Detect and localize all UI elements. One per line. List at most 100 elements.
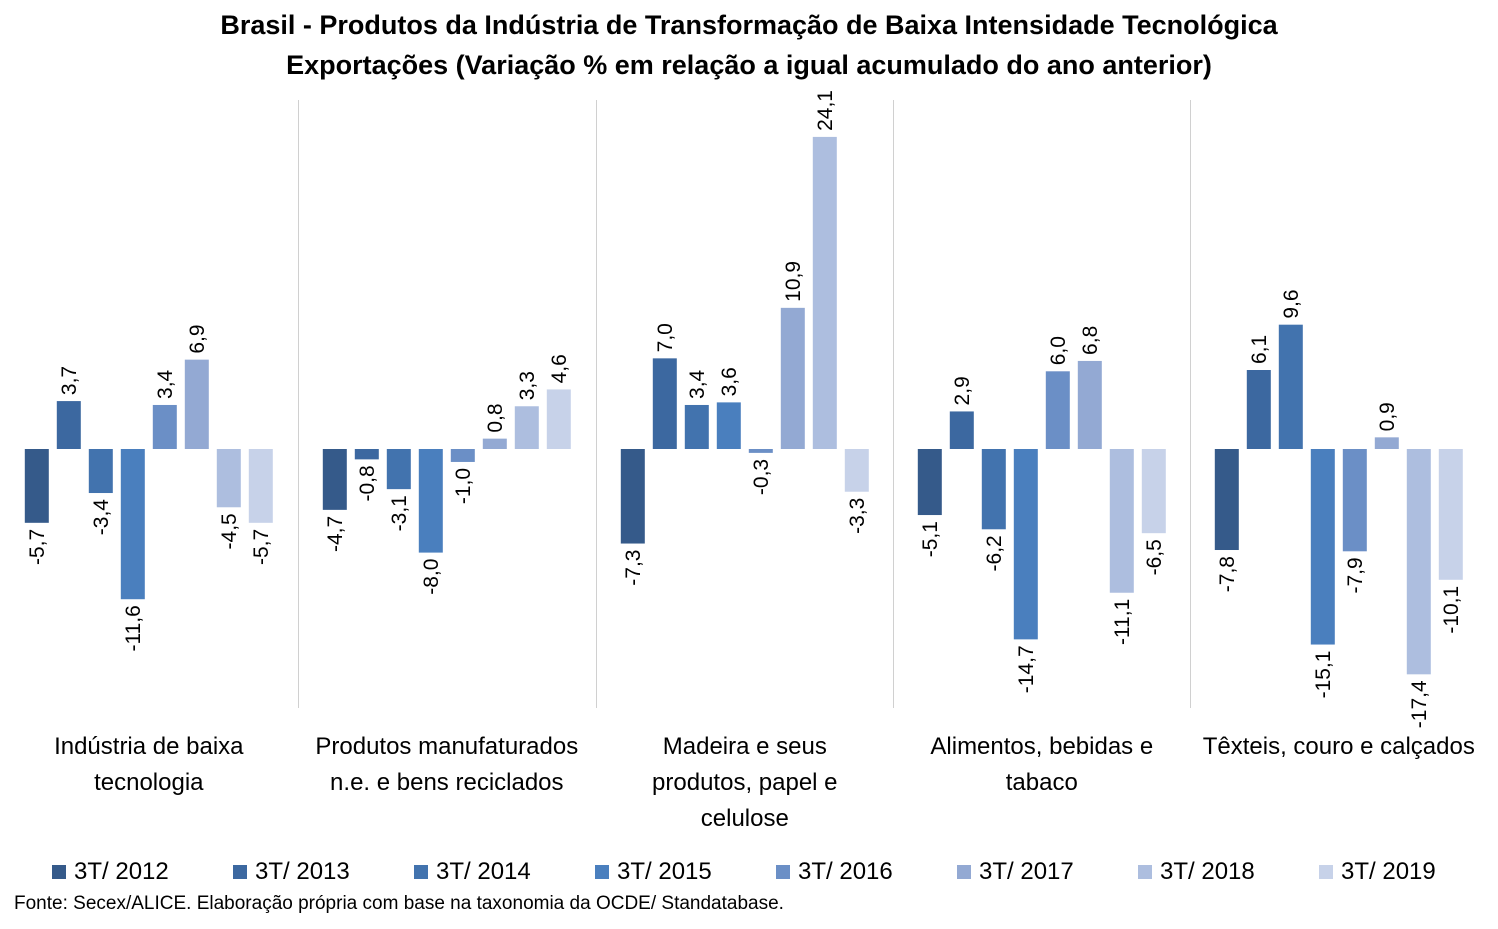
bar [354,449,379,460]
data-label: 10,9 [782,261,805,302]
data-label: -0,8 [356,465,379,501]
data-label: 4,6 [548,354,571,383]
bar [684,404,709,449]
data-label: -10,1 [1440,586,1463,634]
data-label: 3,6 [718,367,741,396]
data-label: -3,3 [846,498,869,534]
legend-swatch [414,865,428,879]
bar [1214,449,1239,551]
data-label: -5,1 [919,521,942,557]
bar [917,449,942,516]
bar [1141,449,1166,534]
data-label: 0,8 [484,403,507,432]
legend-item: 3T/ 2018 [1138,855,1255,889]
legend-label: 3T/ 2012 [74,858,169,885]
data-label: 2,9 [951,376,974,405]
data-label: 3,4 [154,369,177,399]
legend-label: 3T/ 2015 [617,858,712,885]
data-label: -1,0 [452,468,475,504]
data-label: -4,7 [324,516,347,552]
data-label: -7,3 [622,550,645,586]
legend-item: 3T/ 2013 [233,855,350,889]
bar [120,449,145,600]
data-label: 9,6 [1280,289,1303,318]
bar [780,307,805,449]
category-label: Madeira e seus [663,733,827,760]
bar [482,438,507,449]
data-label: -7,8 [1216,556,1239,592]
chart-legend: 3T/ 2012 3T/ 2013 3T/ 2014 3T/ 2015 3T/ 2016… [0,855,1498,889]
bar [386,449,411,490]
chart-title: Brasil - Produtos da Indústria de Transf… [220,10,1278,40]
source-note: Fonte: Secex/ALICE. Elaboração própria c… [14,893,784,914]
legend-item: 3T/ 2016 [776,855,893,889]
data-label: -0,3 [750,459,773,495]
category-label: Têxteis, couro e calçados [1203,733,1475,760]
legend-label: 3T/ 2019 [1341,858,1436,885]
bar [248,449,273,523]
bar [844,449,869,492]
bar [1013,449,1038,640]
data-label: -11,6 [122,605,145,651]
legend-label: 3T/ 2017 [979,858,1074,885]
data-label: 24,1 [814,90,837,131]
data-label: -11,1 [1111,599,1134,645]
data-label: 0,9 [1376,402,1399,431]
bar [216,449,241,508]
bar [322,449,347,510]
bar [418,449,443,553]
bar [56,401,81,449]
bar [716,402,741,449]
data-label: 7,0 [654,323,677,352]
data-label: -14,7 [1015,645,1038,693]
legend-swatch [776,865,790,879]
bar [514,406,539,449]
chart-subtitle: Exportações (Variação % em relação a igu… [286,50,1212,80]
data-label: -4,5 [218,513,241,549]
bar [450,449,475,462]
legend-swatch [1319,865,1333,879]
bar [812,136,837,449]
bar [1342,449,1367,552]
data-label: -5,7 [26,529,49,565]
category-label: Produtos manufaturados [315,733,578,760]
data-label: 3,4 [686,369,709,399]
category-label: Indústria de baixa [54,733,244,760]
bar [88,449,113,494]
bar [1278,324,1303,449]
bar [1246,370,1271,449]
data-label: -7,9 [1344,557,1367,593]
data-label: 3,7 [58,366,81,395]
legend-item: 3T/ 2012 [52,855,169,889]
bar [748,449,773,453]
data-label: 6,1 [1248,335,1271,364]
category-label: Alimentos, bebidas e [930,733,1153,760]
data-label: 3,3 [516,371,539,400]
bar [1077,360,1102,449]
bar [1310,449,1335,645]
data-label: 6,9 [186,324,209,353]
data-label: -3,4 [90,499,113,536]
data-label: 6,0 [1047,336,1070,365]
bar [152,404,177,449]
legend-item: 3T/ 2019 [1319,855,1436,889]
data-label: -8,0 [420,559,443,595]
bar [184,359,209,449]
bar [1045,371,1070,449]
legend-swatch [233,865,247,879]
category-label: produtos, papel e [652,769,837,796]
legend-item: 3T/ 2014 [414,855,531,889]
legend-swatch [52,865,66,879]
bar [981,449,1006,530]
data-label: -6,2 [983,535,1006,571]
data-label: -15,1 [1312,651,1335,699]
legend-swatch [957,865,971,879]
legend-swatch [595,865,609,879]
category-label: tecnologia [94,769,204,796]
category-label: n.e. e bens reciclados [330,769,563,796]
category-label: tabaco [1006,769,1078,796]
bar [1109,449,1134,593]
legend-swatch [1138,865,1152,879]
legend-label: 3T/ 2013 [255,858,350,885]
